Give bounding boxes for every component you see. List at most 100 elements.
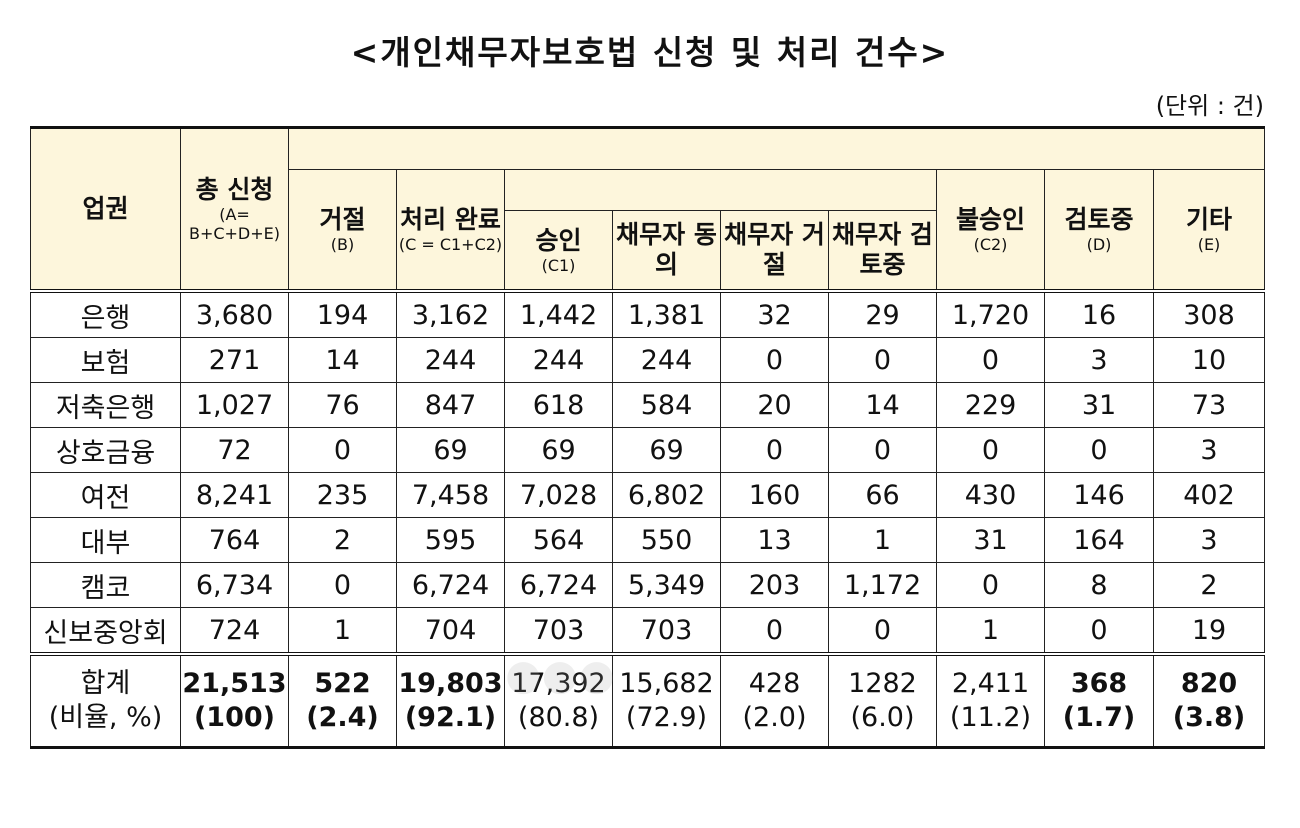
header-approve-band: [504, 169, 937, 211]
table-cell: 3: [1044, 337, 1154, 383]
table-cell: 244: [396, 337, 505, 383]
table-cell: 3,162: [396, 289, 505, 338]
table-cell: 595: [396, 517, 505, 563]
table-cell: 764: [180, 517, 289, 563]
row-category: 신보중앙회: [30, 607, 181, 655]
total-count: 522: [314, 668, 371, 699]
total-ratio: (1.7): [1062, 702, 1136, 733]
table-cell: 14: [288, 337, 397, 383]
row-category: 상호금융: [30, 427, 181, 473]
total-cell: 368 (1.7): [1044, 652, 1154, 748]
header-reject: 거절 (B): [288, 169, 397, 292]
table-cell: 704: [396, 607, 505, 655]
table-cell: 0: [720, 427, 829, 473]
total-cell: 820 (3.8): [1152, 652, 1266, 748]
total-cell: 1282 (6.0): [828, 652, 937, 748]
table-cell: 0: [720, 337, 829, 383]
total-ratio: (100): [193, 702, 276, 733]
row-category: 캠코: [30, 562, 181, 608]
table-cell: 66: [828, 472, 937, 518]
total-count: 820: [1180, 668, 1238, 699]
table-cell: 0: [720, 607, 829, 655]
table-cell: 10: [1152, 337, 1266, 383]
table-cell: 6,724: [504, 562, 613, 608]
header-etc: 기타 (E): [1152, 169, 1266, 292]
table-cell: 69: [504, 427, 613, 473]
total-count: 15,682: [619, 668, 714, 699]
table-cell: 6,724: [396, 562, 505, 608]
total-label: 합계 (비율, %): [30, 652, 181, 748]
row-category: 여전: [30, 472, 181, 518]
table-cell: 1,442: [504, 289, 613, 338]
total-count: 428: [748, 668, 801, 699]
table-cell: 8: [1044, 562, 1154, 608]
table-cell: 724: [180, 607, 289, 655]
total-ratio: (92.1): [404, 702, 497, 733]
table-cell: 69: [396, 427, 505, 473]
row-category: 대부: [30, 517, 181, 563]
table-cell: 703: [504, 607, 613, 655]
total-count: 21,513: [182, 668, 287, 699]
table-cell: 20: [720, 382, 829, 428]
total-cell: 21,513 (100): [180, 652, 289, 748]
header-debtor-reject: 채무자 거절: [720, 210, 829, 292]
table-cell: 160: [720, 472, 829, 518]
total-cell: 17,392 (80.8): [504, 652, 613, 748]
table-cell: 2: [1152, 562, 1266, 608]
table-cell: 76: [288, 382, 397, 428]
total-label-main: 합계: [80, 668, 131, 699]
table-cell: 1,720: [936, 289, 1045, 338]
total-count: 2,411: [951, 668, 1030, 699]
table-cell: 1: [828, 517, 937, 563]
table-cell: 0: [936, 427, 1045, 473]
table-cell: 235: [288, 472, 397, 518]
table-cell: 564: [504, 517, 613, 563]
table-cell: 31: [1044, 382, 1154, 428]
table-row: 여전 8,241 235 7,458 7,028 6,802 160 66 430 146 402: [30, 472, 1266, 518]
total-count: 1282: [848, 668, 917, 699]
table-cell: 244: [504, 337, 613, 383]
total-cell: 428 (2.0): [720, 652, 829, 748]
total-cell: 2,411 (11.2): [936, 652, 1045, 748]
table-cell: 1,381: [612, 289, 721, 338]
header-total: 총 신청 (A= B+C+D+E): [180, 127, 289, 292]
unit-label: (단위 : 건): [1155, 92, 1264, 120]
header-done: 처리 완료 (C = C1+C2): [396, 169, 505, 292]
table-cell: 73: [1152, 382, 1266, 428]
table-cell: 69: [612, 427, 721, 473]
table-cell: 7,028: [504, 472, 613, 518]
table-cell: 271: [180, 337, 289, 383]
table-cell: 1,027: [180, 382, 289, 428]
table-cell: 14: [828, 382, 937, 428]
table-cell: 203: [720, 562, 829, 608]
table-cell: 2: [288, 517, 397, 563]
header-top-band: [287, 127, 1266, 170]
table-cell: 16: [1044, 289, 1154, 338]
table-cell: 3: [1152, 427, 1266, 473]
total-cell: 522 (2.4): [288, 652, 397, 748]
total-ratio: (11.2): [949, 702, 1032, 733]
total-count: 368: [1070, 668, 1128, 699]
row-category: 저축은행: [30, 382, 181, 428]
header-debtor-agree: 채무자 동의: [612, 210, 721, 292]
data-table: 업권 총 신청 (A= B+C+D+E) 거절 (B) 처리 완료 (C = C…: [30, 126, 1266, 749]
table-cell: 0: [288, 562, 397, 608]
table-cell: 1: [288, 607, 397, 655]
table-cell: 31: [936, 517, 1045, 563]
total-count: 17,392: [511, 668, 606, 699]
table-cell: 550: [612, 517, 721, 563]
total-ratio: (2.4): [306, 702, 379, 733]
table-cell: 0: [288, 427, 397, 473]
table-cell: 229: [936, 382, 1045, 428]
total-ratio: (72.9): [625, 702, 708, 733]
total-ratio: (80.8): [517, 702, 600, 733]
table-cell: 847: [396, 382, 505, 428]
total-label-ratio: (비율, %): [48, 702, 163, 733]
table-row: 대부 764 2 595 564 550 13 1 31 164 3: [30, 517, 1266, 563]
table-cell: 0: [936, 562, 1045, 608]
table-cell: 308: [1152, 289, 1266, 338]
header-debtor-review: 채무자 검토중: [828, 210, 937, 292]
table-cell: 6,734: [180, 562, 289, 608]
table-row: 은행 3,680 194 3,162 1,442 1,381 32 29 1,720 16 308: [30, 289, 1266, 338]
table-cell: 13: [720, 517, 829, 563]
